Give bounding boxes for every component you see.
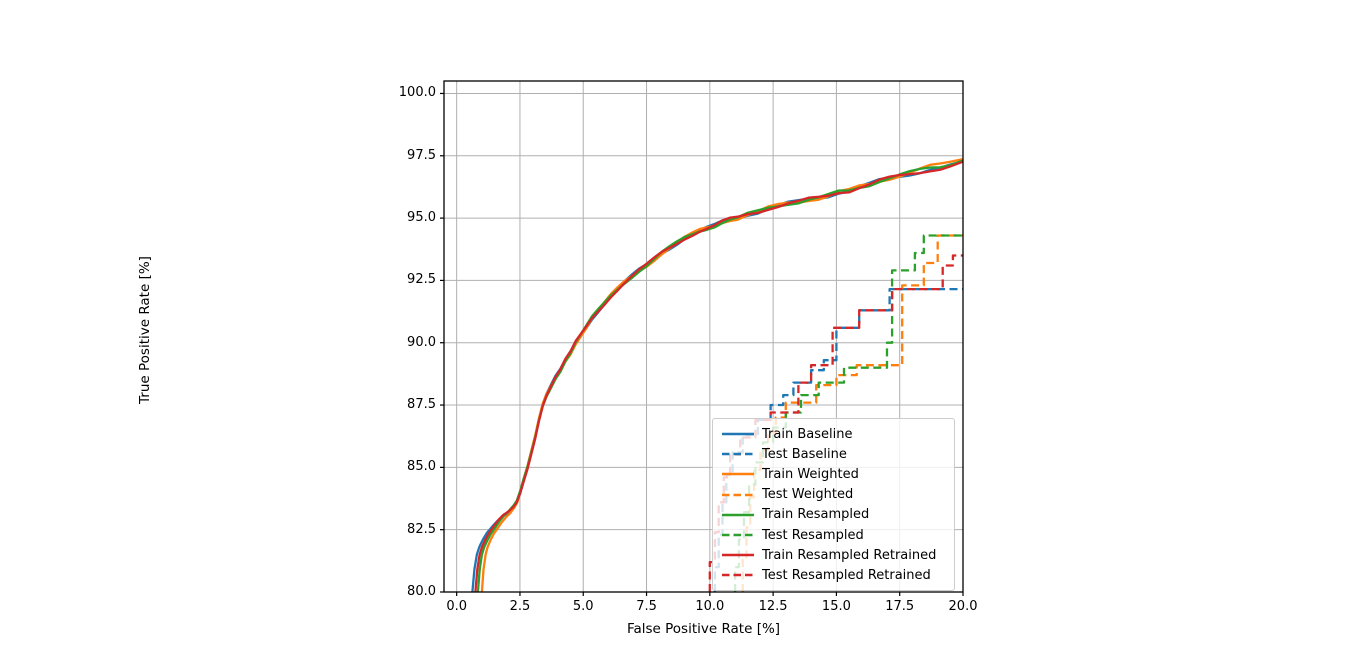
series-line-test-resampled-retrained xyxy=(708,254,963,592)
legend-label: Train Weighted xyxy=(762,466,859,482)
series-line-test-baseline xyxy=(713,287,963,592)
legend-item: Train Resampled xyxy=(722,505,946,525)
legend-line-swatch xyxy=(722,574,754,577)
legend-item: Train Resampled Retrained xyxy=(722,545,946,565)
legend-item: Test Weighted xyxy=(722,485,946,505)
axes-spines xyxy=(443,80,964,593)
y-tick-label: 85.0 xyxy=(407,459,436,475)
y-tick-label: 90.0 xyxy=(407,334,436,350)
y-tick-label: 87.5 xyxy=(407,397,436,413)
legend-label: Train Baseline xyxy=(762,426,853,442)
legend-label: Train Resampled Retrained xyxy=(762,547,937,563)
legend-item: Test Baseline xyxy=(722,444,946,464)
x-tick-label: 17.5 xyxy=(885,599,915,614)
legend-line-swatch xyxy=(722,493,754,496)
tick-marks xyxy=(440,92,964,596)
legend-line-swatch xyxy=(722,452,754,456)
x-tick-label: 20.0 xyxy=(948,599,978,614)
y-tick-label: 92.5 xyxy=(407,272,436,288)
x-tick-label: 10.0 xyxy=(695,599,725,614)
legend-line-swatch xyxy=(722,553,754,557)
legend-line-swatch xyxy=(722,473,754,476)
y-axis-label: True Positive Rate [%] xyxy=(137,256,153,404)
legend-line-swatch xyxy=(722,533,754,537)
y-tick-label: 82.5 xyxy=(407,521,436,537)
legend-line-swatch xyxy=(722,513,754,517)
series-line-train-resampled-retrained xyxy=(474,160,963,592)
x-axis-label: False Positive Rate [%] xyxy=(626,621,781,637)
legend-item: Train Baseline xyxy=(722,424,946,444)
x-tick-label: 12.5 xyxy=(758,599,788,614)
legend: Train Baseline Test Baseline Train Weighte… xyxy=(712,418,955,591)
legend-label: Test Baseline xyxy=(762,446,847,462)
y-tick-label: 80.0 xyxy=(407,584,436,599)
grid xyxy=(444,81,964,593)
legend-line-swatch xyxy=(722,432,754,436)
y-tick-label: 97.5 xyxy=(407,147,436,163)
x-tick-label: 5.0 xyxy=(572,599,594,614)
series-group xyxy=(471,157,963,592)
legend-item: Train Weighted xyxy=(722,464,946,484)
legend-label: Test Weighted xyxy=(762,487,854,503)
x-tick-label: 15.0 xyxy=(821,599,851,614)
legend-label: Test Resampled xyxy=(762,527,864,543)
y-tick-label: 95.0 xyxy=(407,210,436,226)
legend-item: Test Resampled xyxy=(722,525,946,545)
legend-item: Test Resampled Retrained xyxy=(722,565,946,585)
x-tick-label: 0.0 xyxy=(446,599,467,614)
legend-label: Train Resampled xyxy=(762,507,870,523)
y-tick-label: 100.0 xyxy=(398,85,436,101)
x-tick-label: 2.5 xyxy=(509,599,531,614)
legend-label: Test Resampled Retrained xyxy=(762,567,931,583)
x-tick-label: 7.5 xyxy=(636,599,657,614)
